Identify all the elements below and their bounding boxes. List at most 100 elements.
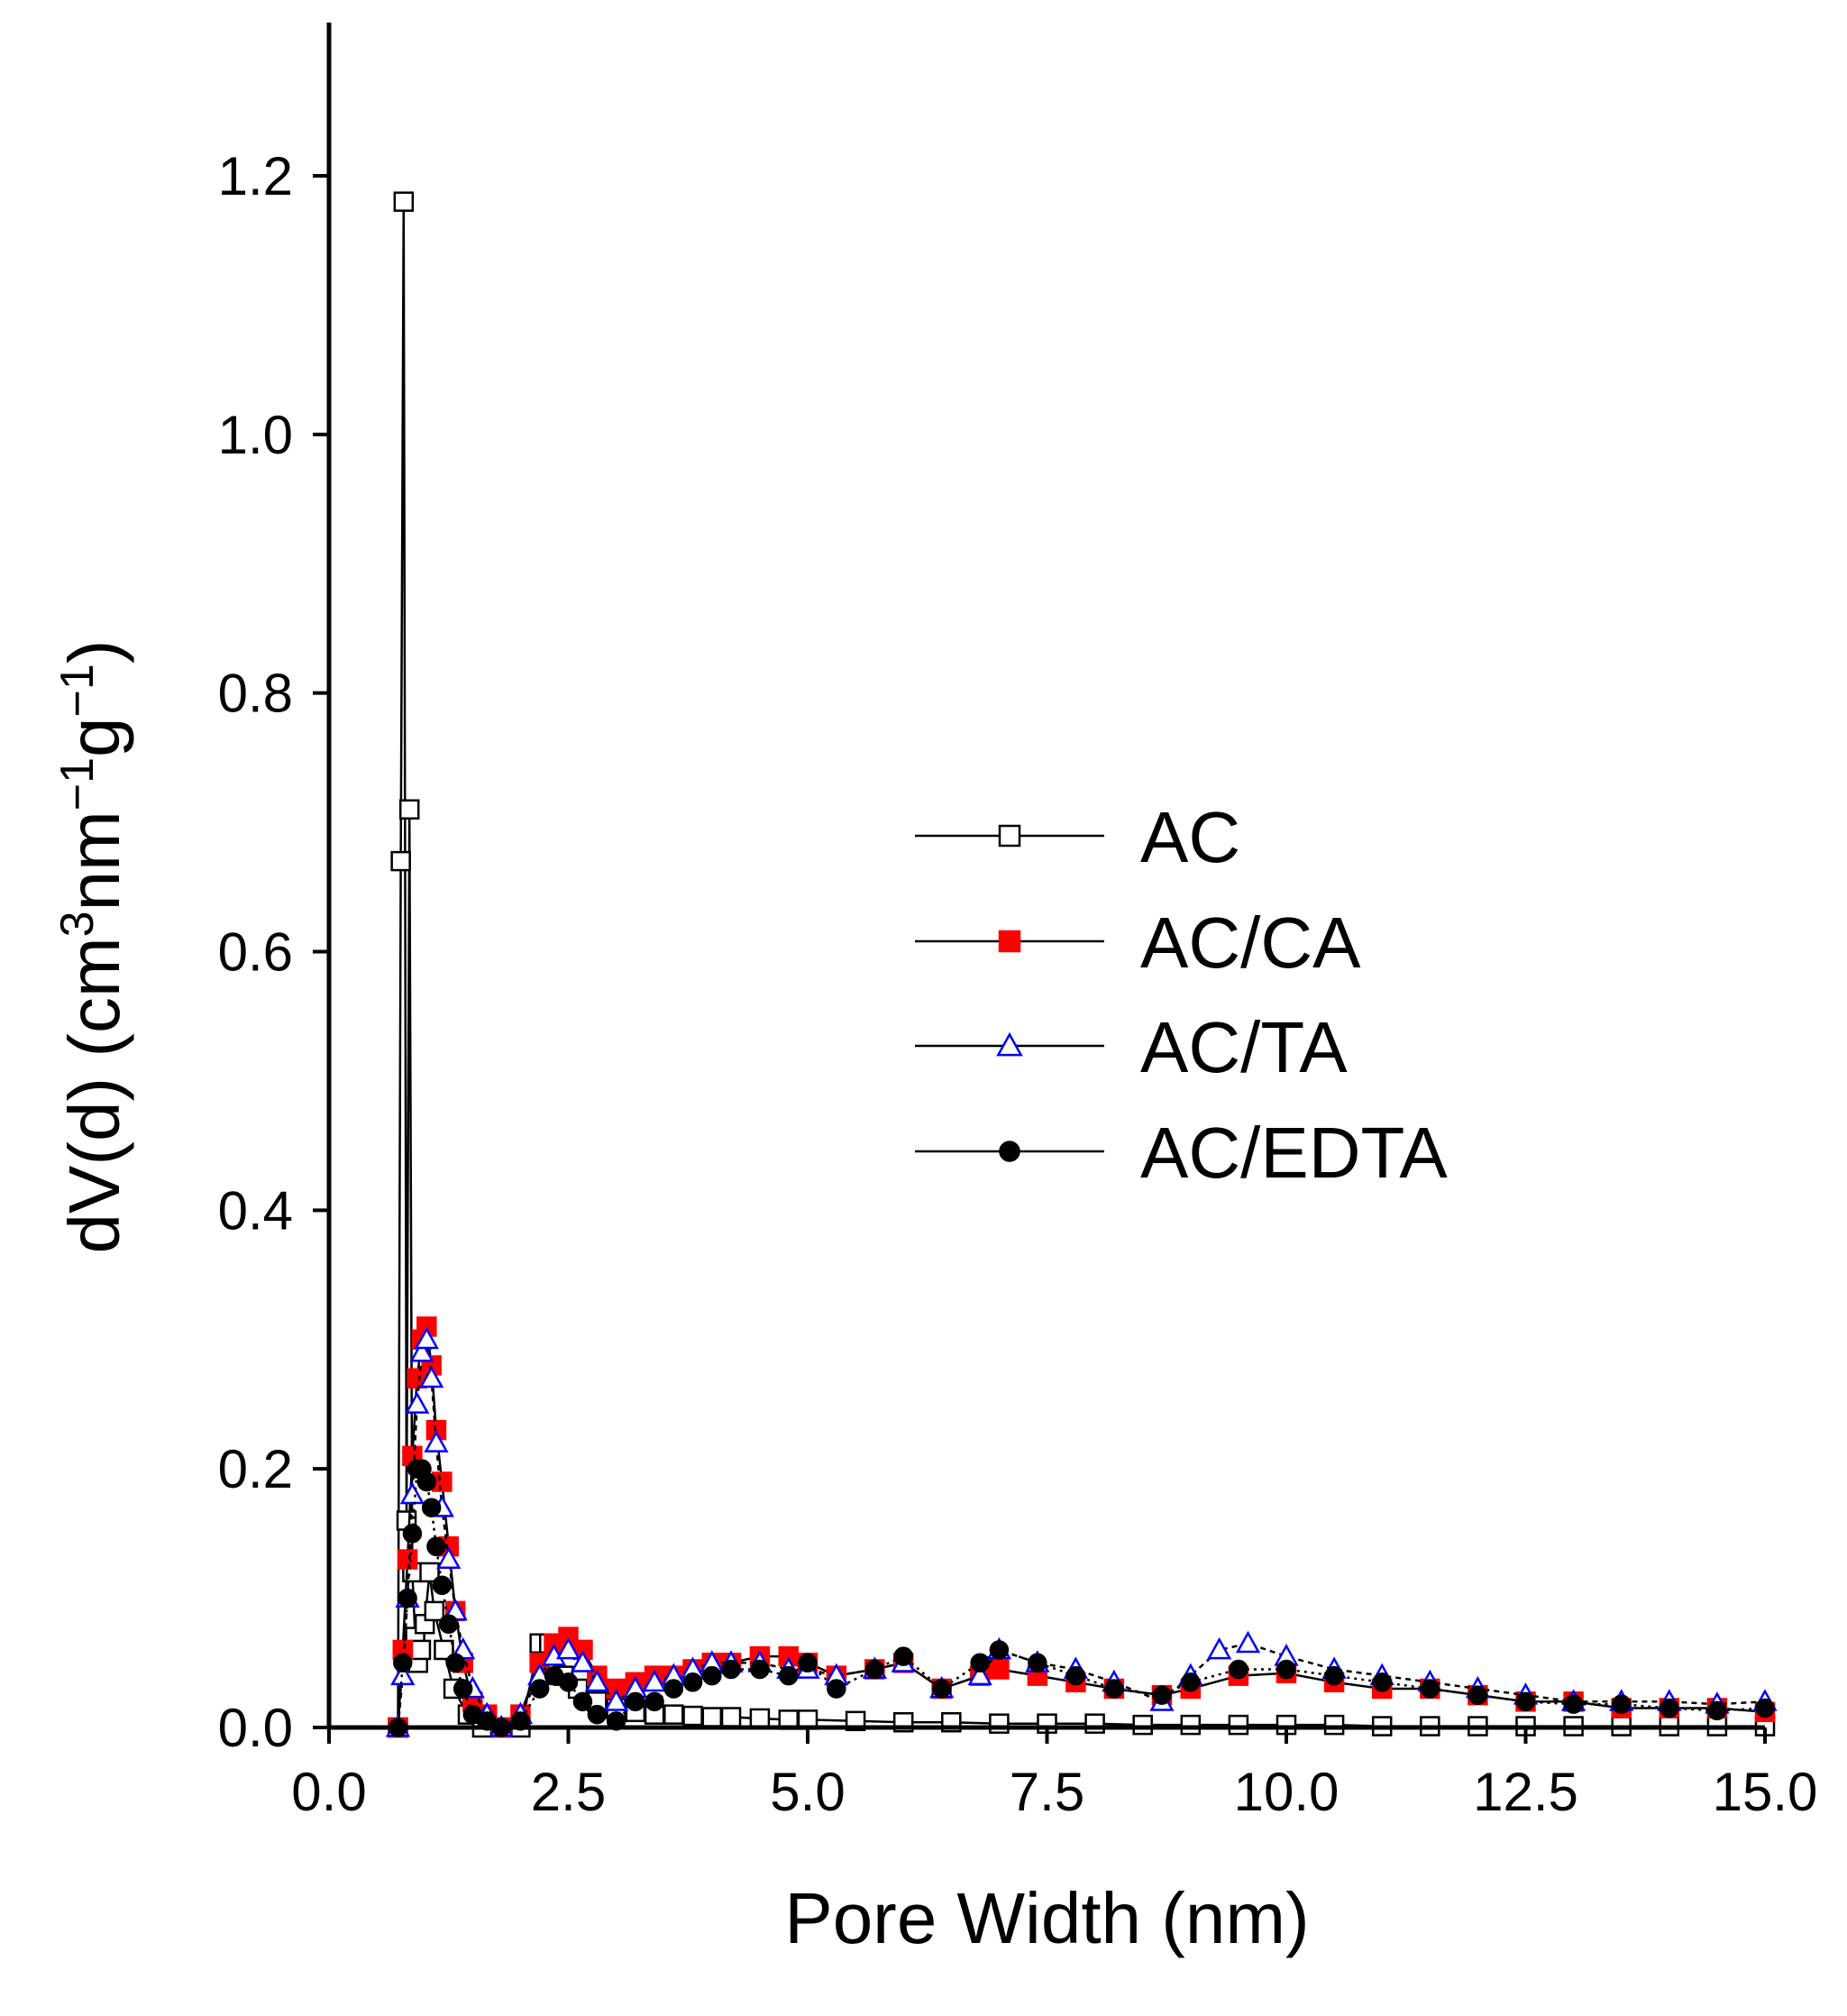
data-point [1152, 1685, 1172, 1705]
data-point [642, 1669, 667, 1692]
data-point [1276, 1659, 1296, 1680]
data-point [970, 1653, 990, 1673]
data-point [1515, 1691, 1536, 1712]
data-point [424, 1430, 449, 1452]
data-point [750, 1659, 770, 1680]
data-point [1372, 1672, 1392, 1692]
data-point [572, 1691, 593, 1712]
y-tick-label: 0.6 [218, 922, 293, 983]
data-point [393, 1653, 413, 1673]
legend-label: AC/CA [1140, 903, 1361, 983]
legend-marker [998, 930, 1021, 953]
data-point [1563, 1694, 1584, 1714]
y-axis-title: dV(d) (cm3nm−1g−1) [51, 640, 134, 1254]
data-point [1229, 1659, 1248, 1680]
data-point [720, 1707, 742, 1727]
data-point [1468, 1685, 1488, 1705]
y-axis-title-sup3: −1 [51, 664, 104, 717]
data-point [1323, 1714, 1345, 1736]
data-point [555, 1636, 581, 1660]
y-tick-label: 0.8 [218, 664, 293, 724]
data-point [893, 1646, 913, 1666]
x-axis-title: Pore Width (nm) [784, 1878, 1309, 1958]
y-tick-label: 0.0 [218, 1698, 293, 1758]
data-point [1420, 1679, 1440, 1699]
x-tick-label: 0.0 [291, 1762, 366, 1822]
legend-item: AC/CA [915, 903, 1361, 983]
series-line [397, 201, 1765, 1729]
data-point [1324, 1665, 1344, 1686]
y-axis-title-sup1: 3 [51, 911, 104, 937]
data-point [1228, 1714, 1249, 1736]
data-point [1084, 1713, 1105, 1734]
x-tick-label: 10.0 [1234, 1762, 1340, 1822]
x-tick-label: 15.0 [1713, 1762, 1818, 1822]
data-point [798, 1653, 818, 1673]
data-point [645, 1691, 664, 1712]
data-point [989, 1713, 1010, 1734]
x-tick-label: 2.5 [531, 1762, 606, 1822]
data-point [397, 1549, 418, 1570]
legend-item: AC/EDTA [915, 1113, 1448, 1193]
series-ac-edta [388, 1459, 1775, 1737]
y-axis-title-sup2: −1 [51, 757, 104, 811]
data-point [439, 1614, 459, 1635]
y-tick-label: 0.4 [218, 1180, 293, 1241]
legend-item: AC/TA [915, 1007, 1348, 1087]
axes [326, 23, 1765, 1730]
data-point [529, 1679, 550, 1699]
data-point [419, 1365, 444, 1388]
data-point [405, 1391, 430, 1414]
y-axis-title-g: g [54, 717, 134, 757]
series-layer [385, 191, 1778, 1738]
data-point [989, 1640, 1010, 1660]
data-point [701, 1707, 723, 1727]
data-point [587, 1704, 608, 1725]
data-point [1235, 1630, 1261, 1654]
data-point [393, 191, 415, 212]
data-point [626, 1691, 645, 1712]
y-axis-title-end: ) [54, 640, 134, 664]
data-point [1660, 1698, 1679, 1718]
data-point [558, 1672, 579, 1692]
y-axis-title-mid: nm [54, 811, 134, 911]
data-point [1028, 1653, 1047, 1673]
y-tick-label: 0.2 [218, 1439, 293, 1499]
data-point [682, 1705, 703, 1727]
y-ticks: 0.0 0.2 0.4 0.6 0.8 1.0 1.2 [218, 146, 329, 1758]
data-point [410, 1639, 432, 1661]
legend-label: AC/EDTA [1140, 1113, 1448, 1193]
data-point [827, 1679, 846, 1699]
data-point [1707, 1700, 1727, 1721]
data-point [390, 850, 411, 872]
x-tick-label: 12.5 [1473, 1762, 1578, 1822]
y-axis-title-main: dV(d) (cm [54, 937, 134, 1253]
data-point [409, 1340, 434, 1362]
legend-marker [999, 1141, 1020, 1162]
x-ticks: 0.0 2.5 5.0 7.5 10.0 12.5 15.0 [291, 1727, 1817, 1822]
data-point [445, 1653, 465, 1673]
data-point [424, 1600, 445, 1622]
data-point [989, 1659, 1010, 1680]
data-point [864, 1659, 885, 1680]
data-point [421, 1498, 442, 1517]
data-point [603, 1689, 629, 1711]
data-point [663, 1679, 684, 1699]
data-point [419, 1562, 440, 1583]
legend-label: AC/TA [1140, 1007, 1348, 1087]
x-tick-label: 7.5 [1010, 1762, 1084, 1822]
data-point [398, 799, 420, 820]
data-point [1132, 1714, 1153, 1736]
legend-marker [996, 1031, 1023, 1057]
series-ac [388, 191, 1776, 1738]
data-point [414, 1326, 439, 1350]
data-point [1755, 1698, 1775, 1718]
data-point [432, 1575, 453, 1595]
data-point [702, 1665, 722, 1686]
data-point [1181, 1672, 1201, 1692]
data-point [682, 1672, 703, 1692]
data-point [399, 1481, 425, 1505]
data-point [749, 1708, 771, 1729]
data-point [931, 1679, 952, 1699]
